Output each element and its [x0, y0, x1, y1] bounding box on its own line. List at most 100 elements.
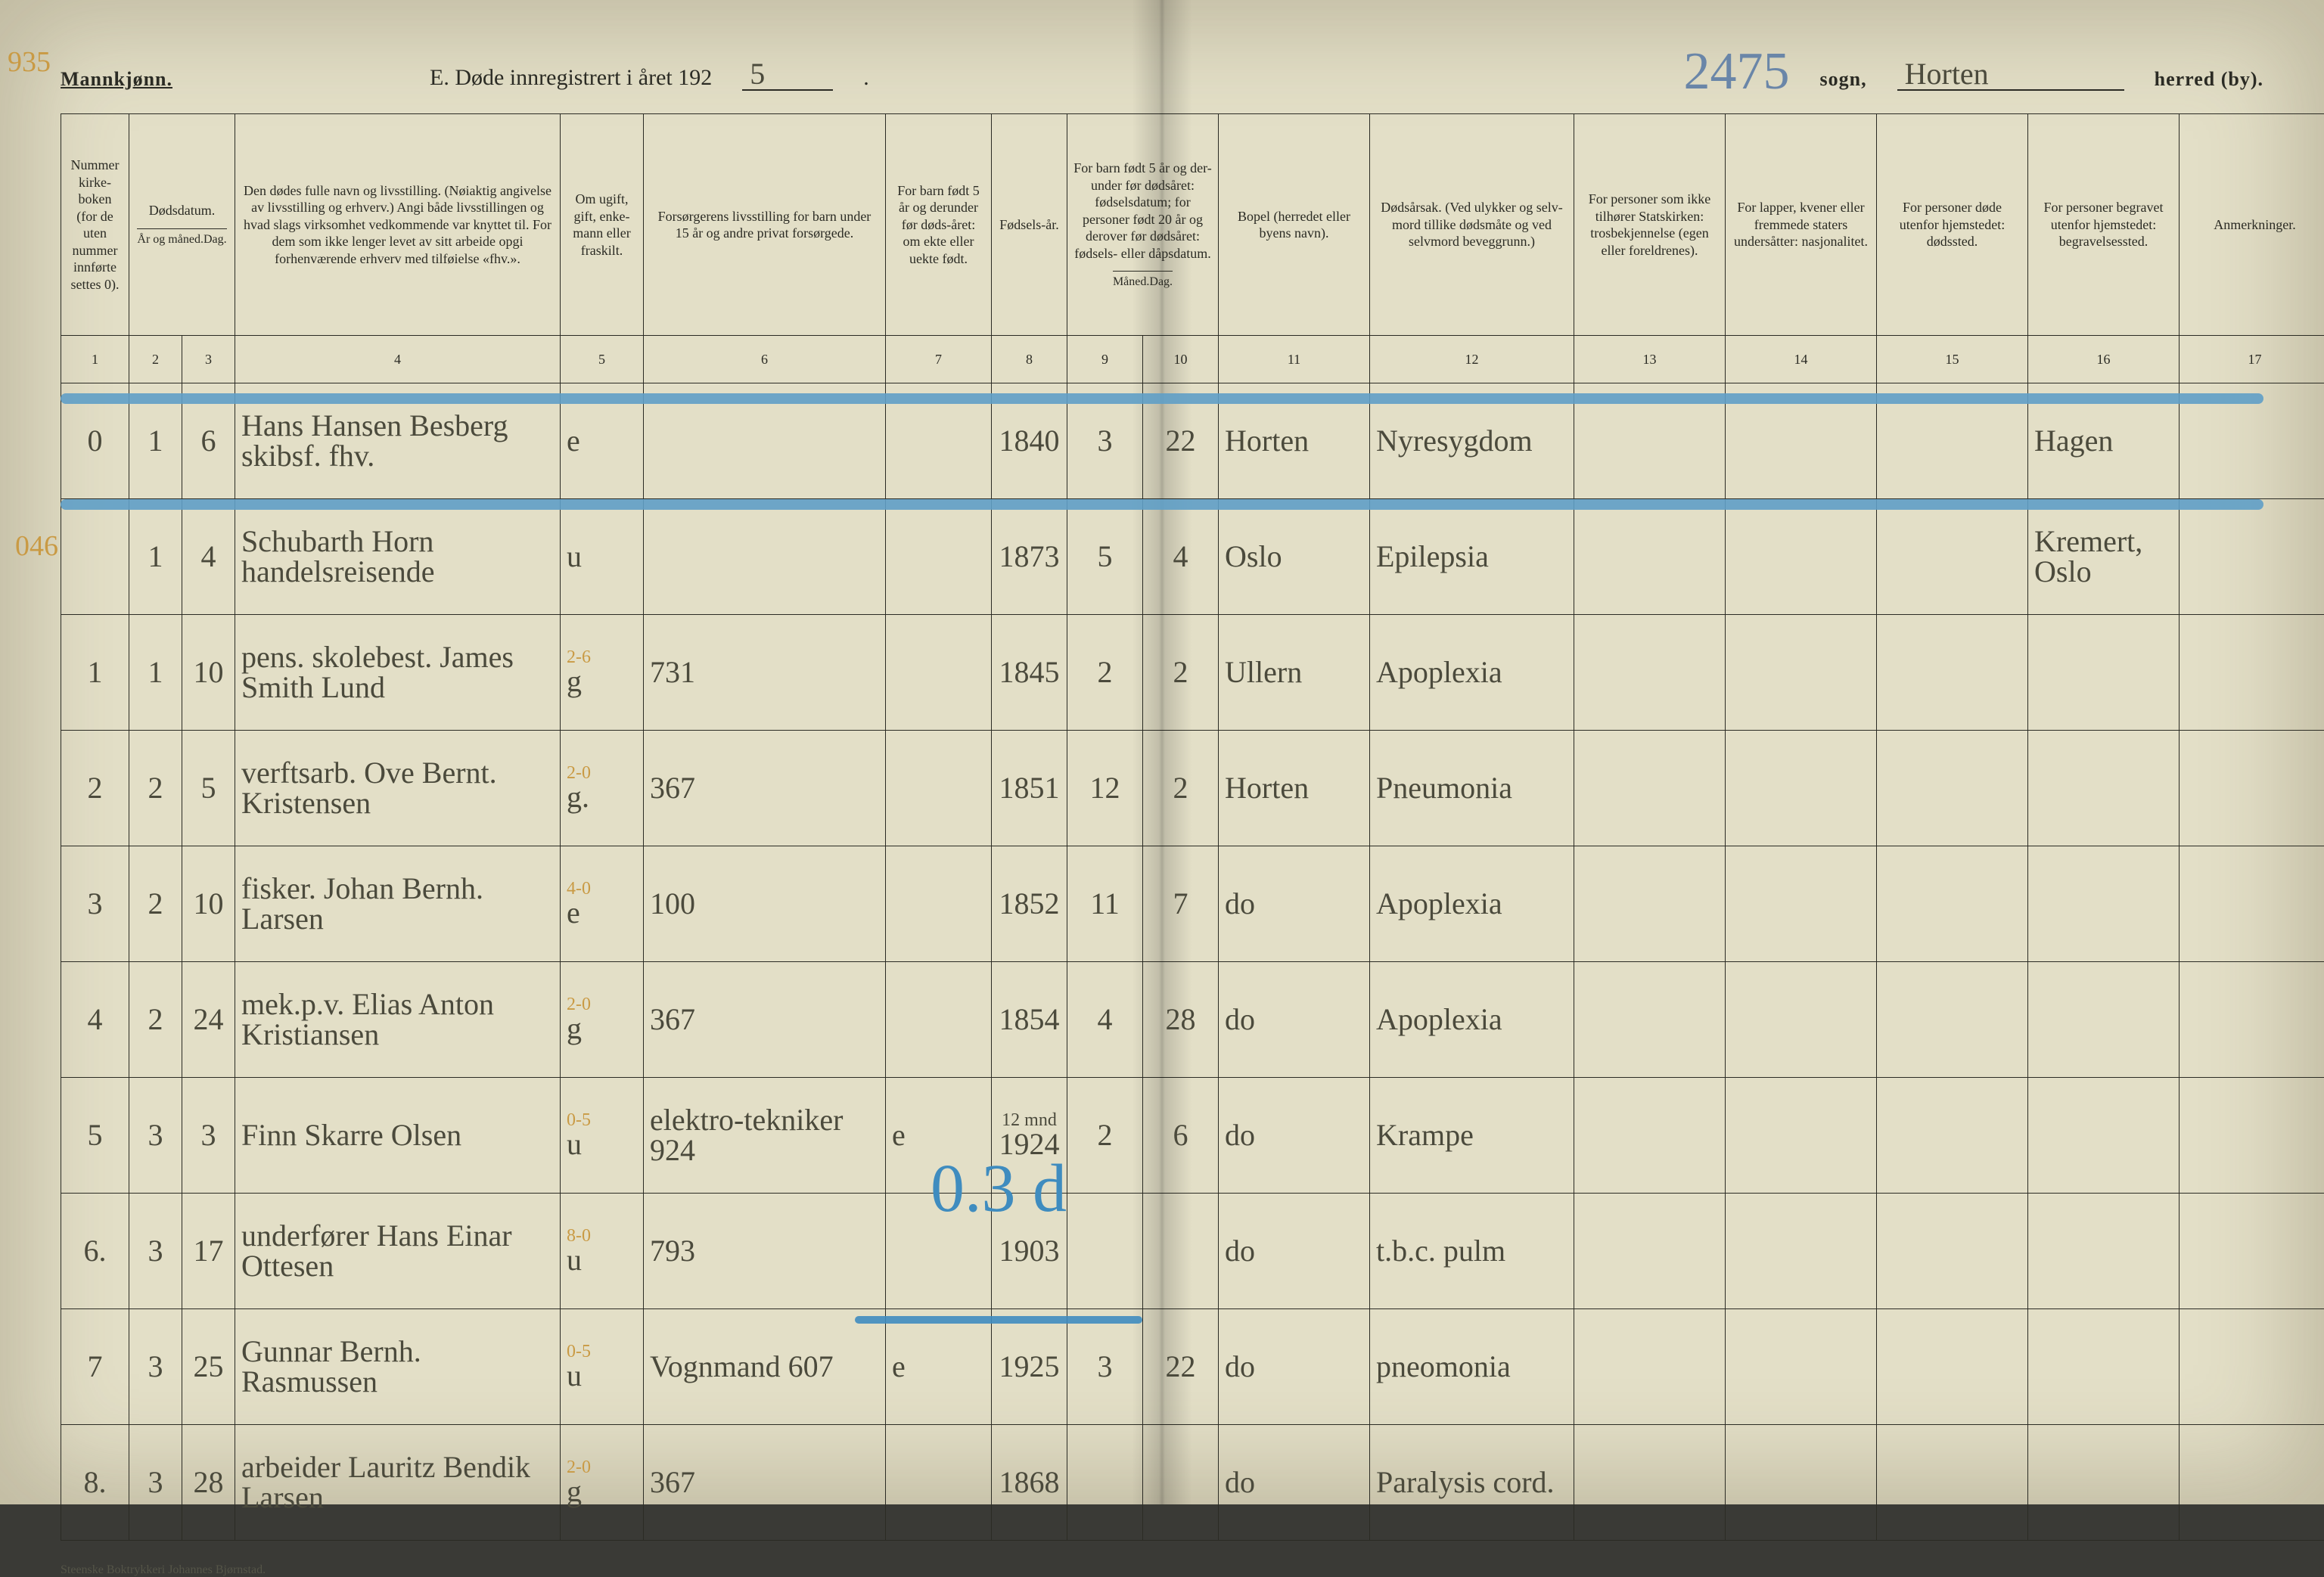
handwritten-value: 2: [1173, 655, 1188, 689]
handwritten-value: e: [892, 1352, 985, 1382]
handwritten-value: 10: [194, 655, 224, 689]
handwritten-value: u: [567, 1129, 637, 1159]
cell-c15: [1877, 846, 2028, 962]
handwritten-value: 6.: [84, 1234, 107, 1268]
cell-c11: do: [1219, 1425, 1370, 1541]
handwritten-value: g: [567, 666, 637, 697]
cell-c2: 1: [129, 383, 182, 499]
col-1-head: Nummer kirke-boken (for de uten nummer i…: [61, 114, 129, 336]
cell-c12: Apoplexia: [1370, 846, 1574, 962]
handwritten-value: 28: [194, 1465, 224, 1499]
cell-c9: [1067, 1194, 1143, 1309]
table-row: 7325Gunnar Bernh. Rasmussen0-5uVognmand …: [61, 1309, 2324, 1425]
cell-c2: 3: [129, 1194, 182, 1309]
cell-c10: 6: [1143, 1078, 1219, 1194]
cell-c9: 3: [1067, 383, 1143, 499]
cell-c5: 2-0g.: [561, 731, 644, 846]
col-11-head: Bopel (herredet eller byens navn).: [1219, 114, 1370, 336]
cell-c10: 2: [1143, 731, 1219, 846]
printer-footer: Steenske Boktrykkeri Johannes Bjørnstad.: [61, 1563, 2263, 1577]
handwritten-value: 367: [650, 773, 879, 803]
cell-c15: [1877, 1309, 2028, 1425]
cell-c13: [1574, 615, 1726, 731]
cell-c15: [1877, 962, 2028, 1078]
table-row: 8.328arbeider Lauritz Bendik Larsen2-0g3…: [61, 1425, 2324, 1541]
handwritten-value: 4: [88, 1002, 103, 1036]
cell-c7: [886, 615, 992, 731]
cell-c9: 5: [1067, 499, 1143, 615]
cell-c14: [1726, 383, 1877, 499]
table-row: 6.317underfører Hans Einar Ottesen8-0u79…: [61, 1194, 2324, 1309]
cell-c4: verftsarb. Ove Bernt. Kristensen: [235, 731, 561, 846]
handwritten-value: 6: [1173, 1118, 1188, 1152]
cell-c15: [1877, 615, 2028, 731]
cell-c17: [2180, 383, 2324, 499]
col-6-head: Forsørgerens livsstilling for barn under…: [644, 114, 886, 336]
cell-c3: 25: [182, 1309, 235, 1425]
cell-c11: do: [1219, 846, 1370, 962]
cell-c2: 1: [129, 499, 182, 615]
handwritten-value: Apoplexia: [1376, 1004, 1567, 1035]
table-body: 016Hans Hansen Besberg skibsf. fhv.e1840…: [61, 383, 2324, 1541]
cell-c2: 2: [129, 962, 182, 1078]
cell-c12: Epilepsia: [1370, 499, 1574, 615]
cell-c17: [2180, 962, 2324, 1078]
handwritten-value: 3: [148, 1234, 163, 1268]
cell-c6: elektro-tekniker 924: [644, 1078, 886, 1194]
cell-c12: Paralysis cord.: [1370, 1425, 1574, 1541]
col-8-head: Fødsels-år.: [992, 114, 1067, 336]
handwritten-value: 1868: [999, 1465, 1060, 1499]
cell-c13: [1574, 962, 1726, 1078]
cell-c4: mek.p.v. Elias Anton Kristiansen: [235, 962, 561, 1078]
handwritten-value: Vognmand 607: [650, 1352, 879, 1382]
col-13-head: For personer som ikke tilhører Statskirk…: [1574, 114, 1726, 336]
handwritten-value: do: [1225, 889, 1363, 919]
handwritten-value: 1873: [999, 539, 1060, 573]
handwritten-value: 17: [194, 1234, 224, 1268]
cell-c5: 8-0u: [561, 1194, 644, 1309]
handwritten-value: do: [1225, 1352, 1363, 1382]
cell-c6: 367: [644, 731, 886, 846]
cell-c17: [2180, 1425, 2324, 1541]
cell-c8: 1840: [992, 383, 1067, 499]
handwritten-value: 3: [148, 1349, 163, 1383]
handwritten-value: 3: [1098, 424, 1113, 458]
handwritten-value: Nyresygdom: [1376, 426, 1567, 456]
cell-c4: Gunnar Bernh. Rasmussen: [235, 1309, 561, 1425]
cell-c14: [1726, 499, 1877, 615]
handwritten-value: g: [567, 1476, 637, 1507]
cell-c5: 2-6g: [561, 615, 644, 731]
handwritten-value: 793: [650, 1236, 879, 1266]
cell-c6: Vognmand 607: [644, 1309, 886, 1425]
handwritten-value: 25: [194, 1349, 224, 1383]
cell-c10: [1143, 1194, 1219, 1309]
handwritten-value: do: [1225, 1236, 1363, 1266]
handwritten-value: 11: [1090, 886, 1120, 920]
handwritten-value: g: [567, 1014, 637, 1044]
cell-c4: fisker. Johan Bernh. Larsen: [235, 846, 561, 962]
cell-c3: 5: [182, 731, 235, 846]
cell-c15: [1877, 1078, 2028, 1194]
handwritten-value: u: [567, 542, 637, 572]
handwritten-value: 1925: [999, 1349, 1060, 1383]
handwritten-value: t.b.c. pulm: [1376, 1236, 1567, 1266]
table-row: 3210fisker. Johan Bernh. Larsen4-0e10018…: [61, 846, 2324, 962]
handwritten-value: 1851: [999, 771, 1060, 805]
cell-c10: 22: [1143, 383, 1219, 499]
cell-c17: [2180, 846, 2324, 962]
cell-c6: 793: [644, 1194, 886, 1309]
handwritten-value: elektro-tekniker 924: [650, 1105, 879, 1166]
cell-c7: e: [886, 1309, 992, 1425]
cell-c17: [2180, 1309, 2324, 1425]
col-16-head: For personer begravet utenfor hjemstedet…: [2028, 114, 2180, 336]
cell-c16: Hagen: [2028, 383, 2180, 499]
cell-c17: [2180, 615, 2324, 731]
handwritten-value: 3: [148, 1465, 163, 1499]
handwritten-value: pneomonia: [1376, 1352, 1567, 1382]
cell-c9: 12: [1067, 731, 1143, 846]
cell-c10: 2: [1143, 615, 1219, 731]
handwritten-value: 1845: [999, 655, 1060, 689]
handwritten-value: 2: [1173, 771, 1188, 805]
handwritten-value: e: [567, 898, 637, 928]
handwritten-value: Apoplexia: [1376, 889, 1567, 919]
